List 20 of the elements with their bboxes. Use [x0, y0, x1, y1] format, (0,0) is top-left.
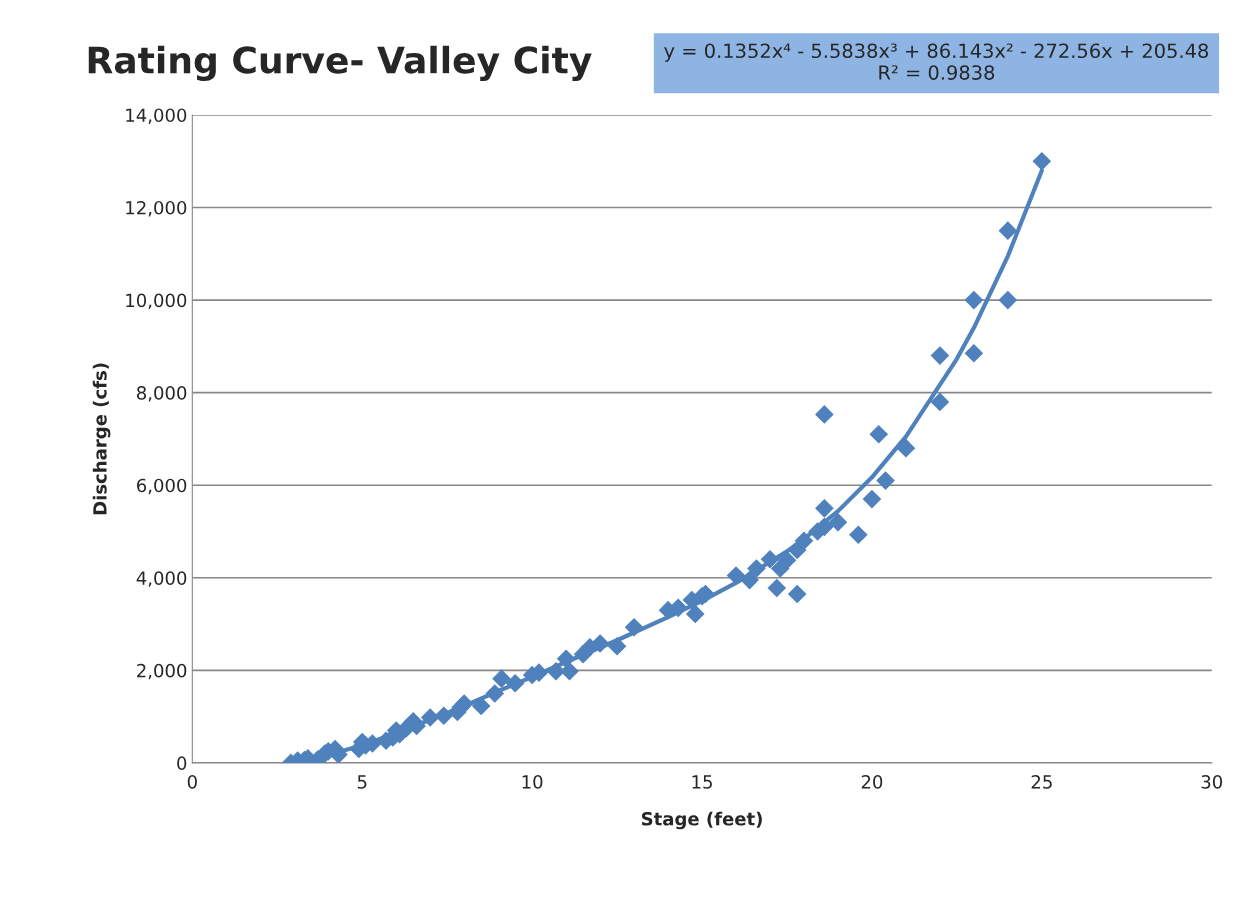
y-tick-label: 2,000	[137, 663, 187, 680]
y-tick-label: 4,000	[136, 571, 187, 587]
y-tick-label: 12,000	[126, 200, 187, 217]
y-tick-label: 14,000	[126, 108, 187, 124]
y-tick-label: 10,000	[126, 293, 187, 310]
x-tick-label: 20	[861, 775, 883, 789]
x-tick-label: 0	[187, 775, 197, 789]
text: y = 0.1352x⁴ - 5.5838x³ + 86.143x² - 272.56x + 205.48	[664, 43, 1209, 62]
x-tick-label: 5	[357, 775, 367, 789]
x-tick-label: 15	[692, 775, 712, 789]
y-tick-label: 8,000	[136, 386, 187, 402]
chart-title: Rating Curve- Valley City	[88, 45, 592, 81]
x-axis-title: Stage (feet)	[641, 811, 762, 830]
y-tick-label: 6,000	[137, 478, 187, 495]
text: R² = 0.9838	[879, 65, 995, 80]
y-axis-title: Discharge (cfs)	[92, 363, 111, 515]
y-tick-label: 0	[177, 756, 187, 771]
x-tick-label: 25	[1031, 775, 1052, 789]
x-tick-label: 10	[522, 775, 543, 789]
x-tick-label: 30	[1201, 775, 1223, 789]
